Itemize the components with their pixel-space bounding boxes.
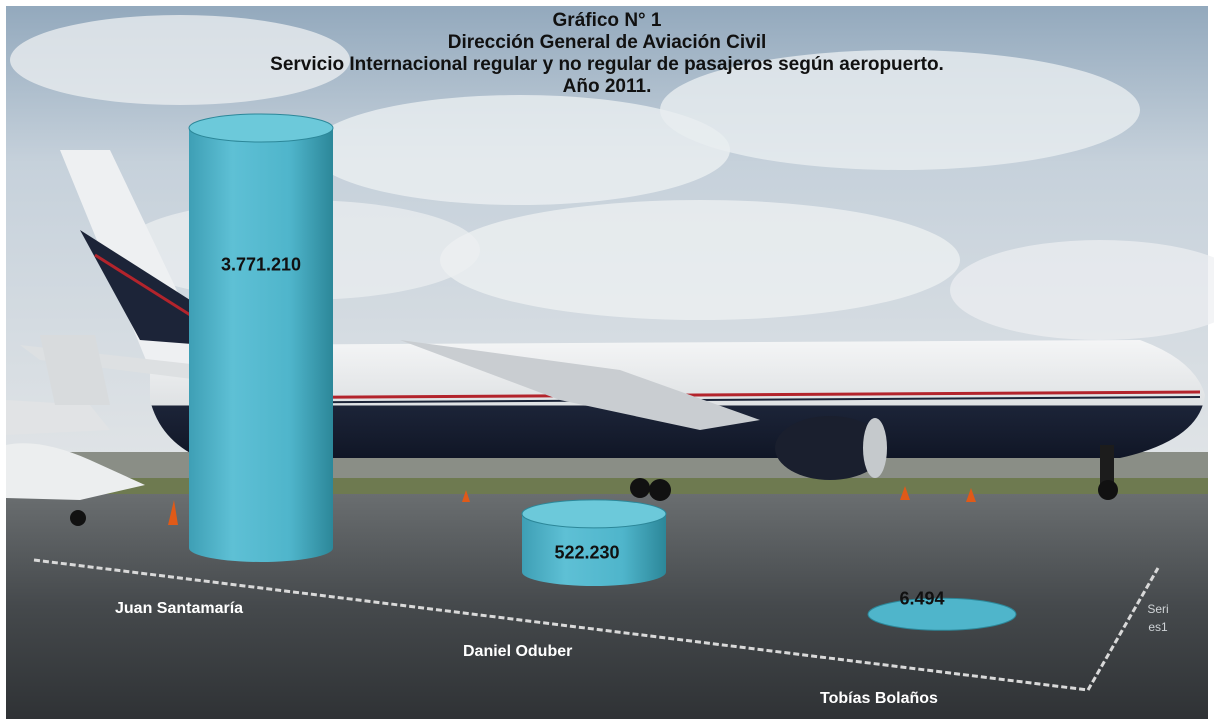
category-label-daniel-oduber: Daniel Oduber xyxy=(463,643,573,660)
x-axis-line xyxy=(33,558,1089,692)
series-label: Seri es1 xyxy=(1140,600,1176,636)
depth-axis-line xyxy=(1086,567,1160,691)
data-label-tobias-bolanos: 6.494 xyxy=(899,588,945,609)
bar-juan-santamaria xyxy=(189,128,333,562)
category-label-tobias-bolanos: Tobías Bolaños xyxy=(820,690,938,707)
bars xyxy=(188,113,1017,631)
chart-title-line-4: Año 2011. xyxy=(562,76,652,97)
bar-daniel-oduber xyxy=(522,513,666,586)
chart-axes xyxy=(33,558,1160,692)
series-label-line-2: es1 xyxy=(1148,620,1168,634)
bar-top-tobias-bolanos xyxy=(867,597,1017,631)
data-label-daniel-oduber: 522.230 xyxy=(554,542,620,563)
chart-title-line-1: Gráfico N° 1 xyxy=(552,10,662,31)
chart-title-line-2: Dirección General de Aviación Civil xyxy=(447,32,767,53)
background-photo xyxy=(6,6,1214,719)
series-label-line-1: Seri xyxy=(1147,602,1169,616)
data-label-juan-santamaria: 3.771.210 xyxy=(220,254,302,275)
category-label-juan-santamaria: Juan Santamaría xyxy=(115,600,244,617)
bar-top-juan-santamaria xyxy=(188,113,334,143)
chart-title-line-3: Servicio Internacional regular y no regu… xyxy=(270,54,944,75)
bar-top-daniel-oduber xyxy=(521,499,667,529)
